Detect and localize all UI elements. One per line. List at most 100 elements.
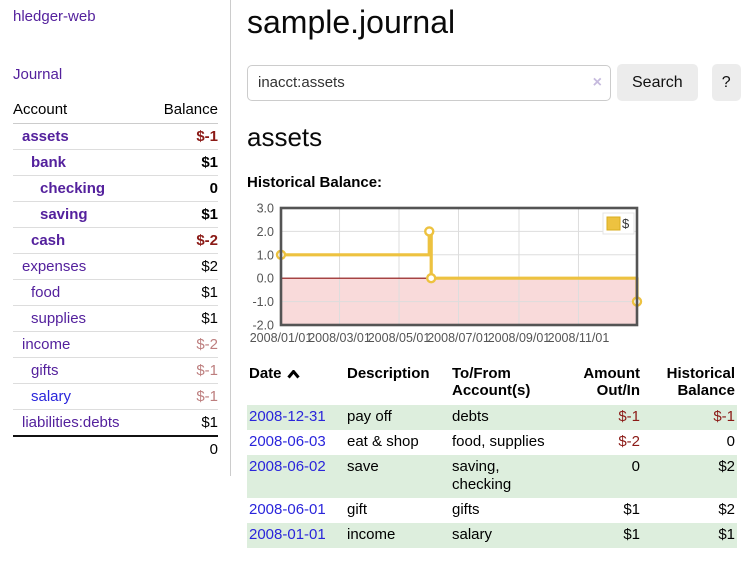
account-link[interactable]: saving xyxy=(40,206,88,223)
register-header-balance: Historical Balance xyxy=(666,365,735,399)
accounts-total-row: 0 xyxy=(13,435,218,462)
account-link[interactable]: supplies xyxy=(31,310,87,327)
transaction-date-link[interactable]: 2008-01-01 xyxy=(249,525,326,543)
sidebar-account-row: supplies $1 xyxy=(13,305,218,332)
account-balance: $1 xyxy=(148,149,218,176)
account-balance: $-2 xyxy=(148,331,218,358)
clear-search-icon[interactable]: × xyxy=(592,73,602,91)
svg-text:-2.0: -2.0 xyxy=(252,319,274,333)
sidebar-account-row: assets $-1 xyxy=(13,123,218,150)
sidebar-account-row: cash $-2 xyxy=(13,227,218,254)
sidebar-account-row: checking 0 xyxy=(13,175,218,202)
account-link[interactable]: salary xyxy=(31,388,72,405)
svg-text:2008/01/01: 2008/01/01 xyxy=(250,331,313,345)
account-balance: 0 xyxy=(148,175,218,202)
sidebar-account-row: salary $-1 xyxy=(13,383,218,410)
accounts-header-account: Account xyxy=(13,98,149,124)
sidebar-accounts-table: Account Balance assets $-1 bank $1 checking 0… xyxy=(13,98,218,462)
app-title-link[interactable]: hledger-web xyxy=(13,8,96,25)
transaction-amount: $1 xyxy=(623,501,640,518)
transaction-amount: 0 xyxy=(631,457,640,475)
chart-title: Historical Balance: xyxy=(247,174,383,191)
transaction-date-link[interactable]: 2008-06-02 xyxy=(249,457,326,475)
svg-text:0.0: 0.0 xyxy=(257,272,274,286)
sidebar-account-row: bank $1 xyxy=(13,149,218,176)
register-header-row: Date Description To/From Account(s) Amou… xyxy=(247,363,737,405)
sidebar-account-row: saving $1 xyxy=(13,201,218,228)
svg-text:-1.0: -1.0 xyxy=(252,295,274,309)
transaction-date-link[interactable]: 2008-12-31 xyxy=(249,408,326,425)
transaction-description: eat & shop xyxy=(347,432,419,450)
sidebar-item-journal[interactable]: Journal xyxy=(13,66,63,83)
transaction-accounts: gifts xyxy=(452,501,480,518)
transaction-balance: $2 xyxy=(718,501,735,518)
transaction-description: save xyxy=(347,457,379,475)
sidebar-account-row: income $-2 xyxy=(13,331,218,358)
account-balance: $1 xyxy=(148,409,218,437)
account-link[interactable]: checking xyxy=(40,180,106,197)
sidebar-account-row: food $1 xyxy=(13,279,218,306)
register-body: 2008-12-31 pay off debts $-1 $-1 2008-06-03 ea… xyxy=(247,405,737,548)
account-link[interactable]: income xyxy=(22,336,71,353)
transaction-accounts: food, supplies xyxy=(452,432,545,450)
sidebar: hledger-web Journal Account Balance asse… xyxy=(0,0,231,476)
transaction-description: pay off xyxy=(347,408,392,425)
transaction-amount: $-2 xyxy=(618,432,640,450)
accounts-header-balance: Balance xyxy=(148,98,218,124)
transaction-description: income xyxy=(347,525,396,543)
account-balance: $2 xyxy=(148,253,218,280)
legend-swatch xyxy=(606,216,621,231)
register-row: 2008-06-03 eat & shop food, supplies $-2 0 xyxy=(247,430,737,455)
transaction-date-link[interactable]: 2008-06-01 xyxy=(249,501,326,518)
svg-text:1.0: 1.0 xyxy=(257,248,274,262)
svg-text:2.0: 2.0 xyxy=(257,225,274,239)
register-row: 2008-01-01 income salary $1 $1 xyxy=(247,522,737,548)
account-balance: $-1 xyxy=(148,383,218,410)
register-header-date[interactable]: Date xyxy=(247,363,345,405)
account-link[interactable]: expenses xyxy=(22,258,87,275)
account-balance: $-1 xyxy=(148,123,218,150)
main-content: sample.journal × Search ? assets Histori… xyxy=(231,0,742,548)
svg-text:2008/03/01: 2008/03/01 xyxy=(308,331,371,345)
search-bar: × Search ? xyxy=(247,64,742,101)
transaction-balance: $-1 xyxy=(713,408,735,425)
sort-asc-icon xyxy=(286,366,300,383)
transaction-date-link[interactable]: 2008-06-03 xyxy=(249,432,326,450)
search-button[interactable]: Search xyxy=(617,64,698,101)
transaction-accounts: saving, checking xyxy=(452,457,512,494)
register-header-amount: Amount Out/In xyxy=(583,365,640,399)
account-link[interactable]: gifts xyxy=(31,362,59,379)
transaction-balance: $1 xyxy=(718,525,735,543)
svg-text:2008/07/01: 2008/07/01 xyxy=(427,331,490,345)
page-title: sample.journal xyxy=(247,4,456,40)
transaction-balance: $2 xyxy=(718,457,735,475)
accounts-total-value: 0 xyxy=(148,435,218,462)
sidebar-account-row: liabilities:debts $1 xyxy=(13,409,218,437)
account-link[interactable]: bank xyxy=(31,154,67,171)
account-link[interactable]: food xyxy=(31,284,61,301)
transaction-accounts: debts xyxy=(452,408,489,425)
svg-text:3.0: 3.0 xyxy=(257,202,274,216)
account-link[interactable]: cash xyxy=(31,232,66,249)
help-button[interactable]: ? xyxy=(711,64,741,101)
transaction-balance: 0 xyxy=(726,432,735,450)
account-balance: $-2 xyxy=(148,227,218,254)
transaction-accounts: salary xyxy=(452,525,493,543)
account-balance: $1 xyxy=(148,201,218,228)
sidebar-account-row: expenses $2 xyxy=(13,253,218,280)
svg-text:2008/11/01: 2008/11/01 xyxy=(548,331,610,345)
transaction-description: gift xyxy=(347,501,368,518)
search-input[interactable] xyxy=(247,64,611,101)
account-link[interactable]: liabilities:debts xyxy=(22,414,120,431)
transaction-amount: $1 xyxy=(623,525,640,543)
account-link[interactable]: assets xyxy=(22,128,69,145)
sidebar-account-row: gifts $-1 xyxy=(13,357,218,384)
account-balance: $1 xyxy=(148,305,218,332)
register-row: 2008-06-02 save saving, checking 0 $2 xyxy=(247,454,737,498)
historical-balance-chart: 3.0 2.0 1.0 0.0 -1.0 -2.0 2008/01/01 2008/03/01… xyxy=(247,200,721,348)
svg-text:2008/05/01: 2008/05/01 xyxy=(368,331,431,345)
register-header-account: To/From Account(s) xyxy=(452,365,531,399)
svg-text:$: $ xyxy=(622,216,630,231)
transaction-amount: $-1 xyxy=(618,408,640,425)
register-header-description: Description xyxy=(347,365,430,382)
